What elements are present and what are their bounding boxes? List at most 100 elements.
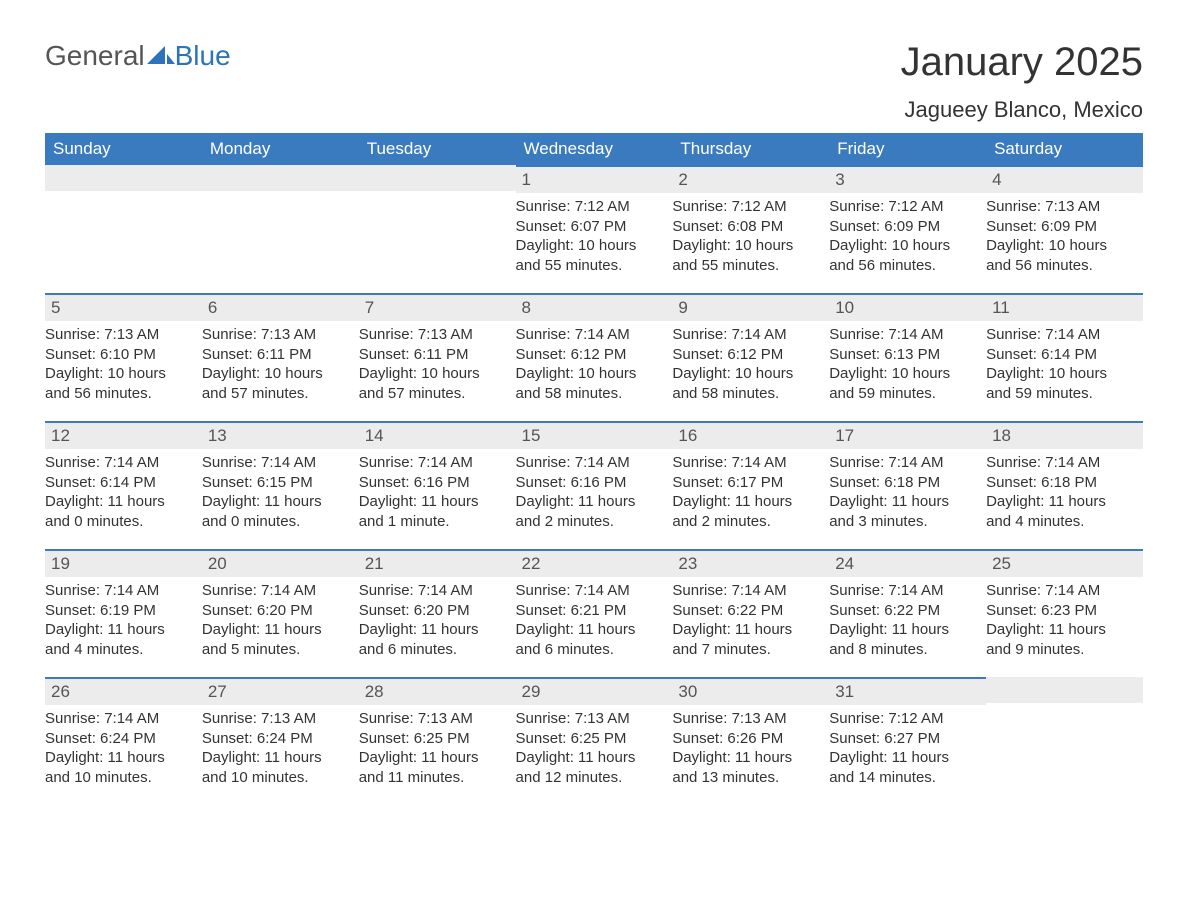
daylight-text-a: Daylight: 10 hours (986, 236, 1137, 256)
day-content: Sunrise: 7:13 AMSunset: 6:09 PMDaylight:… (986, 193, 1143, 279)
weekday-header: Monday (202, 133, 359, 165)
daylight-text-a: Daylight: 10 hours (986, 364, 1137, 384)
day-content: Sunrise: 7:14 AMSunset: 6:14 PMDaylight:… (986, 321, 1143, 407)
sunrise-text: Sunrise: 7:14 AM (829, 325, 980, 345)
calendar-header-row: SundayMondayTuesdayWednesdayThursdayFrid… (45, 133, 1143, 165)
sunset-text: Sunset: 6:23 PM (986, 601, 1137, 621)
day-content: Sunrise: 7:14 AMSunset: 6:24 PMDaylight:… (45, 705, 202, 791)
day-content: Sunrise: 7:14 AMSunset: 6:15 PMDaylight:… (202, 449, 359, 535)
day-number: 19 (45, 549, 202, 577)
calendar-day-cell: 4Sunrise: 7:13 AMSunset: 6:09 PMDaylight… (986, 165, 1143, 293)
day-number: 3 (829, 165, 986, 193)
sunset-text: Sunset: 6:24 PM (45, 729, 196, 749)
calendar-day-cell: 5Sunrise: 7:13 AMSunset: 6:10 PMDaylight… (45, 293, 202, 421)
sunrise-text: Sunrise: 7:14 AM (986, 581, 1137, 601)
day-number: 23 (672, 549, 829, 577)
daylight-text-b: and 12 minutes. (516, 768, 667, 788)
daylight-text-b: and 59 minutes. (829, 384, 980, 404)
daylight-text-b: and 55 minutes. (672, 256, 823, 276)
day-number: 29 (516, 677, 673, 705)
daylight-text-b: and 2 minutes. (516, 512, 667, 532)
day-number (359, 165, 516, 191)
calendar-day-cell: 30Sunrise: 7:13 AMSunset: 6:26 PMDayligh… (672, 677, 829, 805)
calendar-day-cell: 27Sunrise: 7:13 AMSunset: 6:24 PMDayligh… (202, 677, 359, 805)
day-content: Sunrise: 7:13 AMSunset: 6:11 PMDaylight:… (359, 321, 516, 407)
day-number: 8 (516, 293, 673, 321)
sunset-text: Sunset: 6:22 PM (829, 601, 980, 621)
sunset-text: Sunset: 6:15 PM (202, 473, 353, 493)
calendar-day-cell: 24Sunrise: 7:14 AMSunset: 6:22 PMDayligh… (829, 549, 986, 677)
day-content: Sunrise: 7:14 AMSunset: 6:22 PMDaylight:… (829, 577, 986, 663)
sunrise-text: Sunrise: 7:14 AM (516, 453, 667, 473)
calendar-day-cell: 13Sunrise: 7:14 AMSunset: 6:15 PMDayligh… (202, 421, 359, 549)
sunset-text: Sunset: 6:16 PM (359, 473, 510, 493)
sunrise-text: Sunrise: 7:14 AM (829, 453, 980, 473)
daylight-text-a: Daylight: 11 hours (672, 492, 823, 512)
daylight-text-a: Daylight: 10 hours (516, 236, 667, 256)
day-number: 28 (359, 677, 516, 705)
day-content: Sunrise: 7:14 AMSunset: 6:22 PMDaylight:… (672, 577, 829, 663)
sunset-text: Sunset: 6:14 PM (45, 473, 196, 493)
sunset-text: Sunset: 6:26 PM (672, 729, 823, 749)
daylight-text-b: and 6 minutes. (359, 640, 510, 660)
day-content: Sunrise: 7:12 AMSunset: 6:07 PMDaylight:… (516, 193, 673, 279)
day-number: 5 (45, 293, 202, 321)
day-content: Sunrise: 7:14 AMSunset: 6:13 PMDaylight:… (829, 321, 986, 407)
sunset-text: Sunset: 6:25 PM (516, 729, 667, 749)
daylight-text-b: and 1 minute. (359, 512, 510, 532)
day-content: Sunrise: 7:13 AMSunset: 6:25 PMDaylight:… (359, 705, 516, 791)
day-content: Sunrise: 7:14 AMSunset: 6:20 PMDaylight:… (359, 577, 516, 663)
calendar-day-cell: 17Sunrise: 7:14 AMSunset: 6:18 PMDayligh… (829, 421, 986, 549)
calendar-day-cell: 12Sunrise: 7:14 AMSunset: 6:14 PMDayligh… (45, 421, 202, 549)
daylight-text-a: Daylight: 11 hours (829, 620, 980, 640)
day-number (202, 165, 359, 191)
calendar-day-cell: 25Sunrise: 7:14 AMSunset: 6:23 PMDayligh… (986, 549, 1143, 677)
day-content: Sunrise: 7:13 AMSunset: 6:11 PMDaylight:… (202, 321, 359, 407)
sunrise-text: Sunrise: 7:13 AM (45, 325, 196, 345)
sunrise-text: Sunrise: 7:13 AM (672, 709, 823, 729)
day-content: Sunrise: 7:14 AMSunset: 6:20 PMDaylight:… (202, 577, 359, 663)
calendar-day-cell: 8Sunrise: 7:14 AMSunset: 6:12 PMDaylight… (516, 293, 673, 421)
day-number: 17 (829, 421, 986, 449)
sunrise-text: Sunrise: 7:14 AM (202, 581, 353, 601)
sunrise-text: Sunrise: 7:13 AM (516, 709, 667, 729)
calendar-body: 1Sunrise: 7:12 AMSunset: 6:07 PMDaylight… (45, 165, 1143, 805)
weekday-header: Saturday (986, 133, 1143, 165)
weekday-header: Tuesday (359, 133, 516, 165)
daylight-text-a: Daylight: 11 hours (45, 492, 196, 512)
weekday-header: Sunday (45, 133, 202, 165)
day-content: Sunrise: 7:14 AMSunset: 6:14 PMDaylight:… (45, 449, 202, 535)
daylight-text-b: and 7 minutes. (672, 640, 823, 660)
daylight-text-a: Daylight: 11 hours (45, 748, 196, 768)
calendar-day-cell: 6Sunrise: 7:13 AMSunset: 6:11 PMDaylight… (202, 293, 359, 421)
daylight-text-a: Daylight: 10 hours (672, 364, 823, 384)
day-number: 1 (516, 165, 673, 193)
sunset-text: Sunset: 6:13 PM (829, 345, 980, 365)
sunset-text: Sunset: 6:09 PM (829, 217, 980, 237)
sunset-text: Sunset: 6:19 PM (45, 601, 196, 621)
daylight-text-b: and 3 minutes. (829, 512, 980, 532)
calendar-week-row: 1Sunrise: 7:12 AMSunset: 6:07 PMDaylight… (45, 165, 1143, 293)
sunrise-text: Sunrise: 7:12 AM (829, 709, 980, 729)
sunset-text: Sunset: 6:27 PM (829, 729, 980, 749)
day-number (45, 165, 202, 191)
sunrise-text: Sunrise: 7:14 AM (986, 453, 1137, 473)
daylight-text-a: Daylight: 11 hours (516, 748, 667, 768)
day-content: Sunrise: 7:14 AMSunset: 6:17 PMDaylight:… (672, 449, 829, 535)
day-content: Sunrise: 7:14 AMSunset: 6:18 PMDaylight:… (829, 449, 986, 535)
sunrise-text: Sunrise: 7:14 AM (516, 325, 667, 345)
daylight-text-a: Daylight: 10 hours (829, 364, 980, 384)
daylight-text-a: Daylight: 10 hours (202, 364, 353, 384)
calendar-day-cell: 7Sunrise: 7:13 AMSunset: 6:11 PMDaylight… (359, 293, 516, 421)
day-number: 15 (516, 421, 673, 449)
daylight-text-b: and 11 minutes. (359, 768, 510, 788)
daylight-text-a: Daylight: 11 hours (516, 492, 667, 512)
daylight-text-a: Daylight: 11 hours (516, 620, 667, 640)
sunset-text: Sunset: 6:11 PM (202, 345, 353, 365)
calendar-week-row: 26Sunrise: 7:14 AMSunset: 6:24 PMDayligh… (45, 677, 1143, 805)
title-block: January 2025 Jagueey Blanco, Mexico (901, 40, 1143, 123)
day-number: 25 (986, 549, 1143, 577)
daylight-text-b: and 56 minutes. (986, 256, 1137, 276)
day-number: 6 (202, 293, 359, 321)
daylight-text-a: Daylight: 11 hours (202, 748, 353, 768)
